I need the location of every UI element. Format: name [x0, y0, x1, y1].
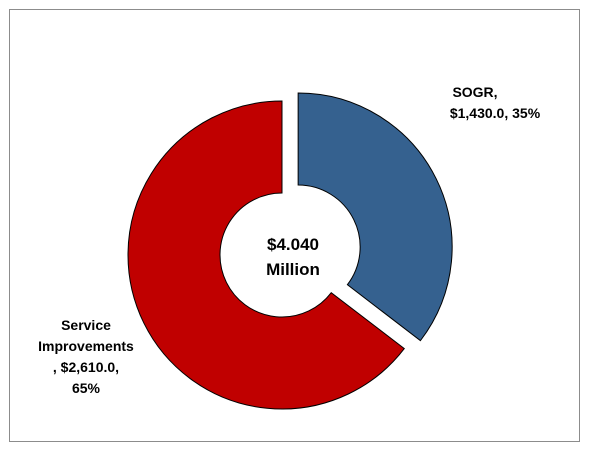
slice-sogr: [297, 92, 453, 342]
service-label-line-2: Improvements: [38, 338, 134, 354]
center-label-line-1: $4.040: [267, 235, 319, 254]
slice-service-improvements: [127, 100, 405, 410]
service-label-line-4: 65%: [72, 380, 101, 396]
sogr-label-line-1: SOGR,: [452, 84, 497, 100]
slices-group: [127, 92, 453, 410]
service-label-line-1: Service: [61, 317, 111, 333]
center-label-line-2: Million: [266, 260, 320, 279]
sogr-label-line-2: $1,430.0, 35%: [450, 105, 541, 121]
service-label-line-3: , $2,610.0,: [53, 359, 119, 375]
